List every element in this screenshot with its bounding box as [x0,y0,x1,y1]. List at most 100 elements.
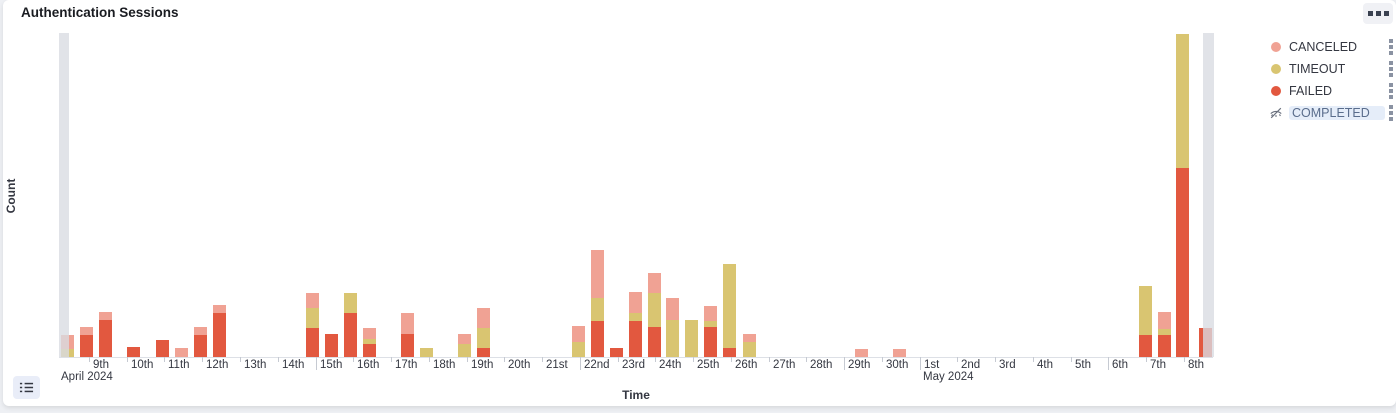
bar-segment-timeout[interactable] [591,298,604,321]
bar-segment-failed[interactable] [1139,335,1152,357]
bar-segment-failed[interactable] [213,313,226,357]
x-axis-tick-label: 15th [320,359,343,371]
x-axis-tick-label: 20th [508,359,531,371]
bar-segment-canceled[interactable] [194,327,207,335]
bar-segment-timeout[interactable] [1139,286,1152,335]
x-axis-tick-mark [353,357,354,362]
bar-segment-canceled[interactable] [213,305,226,313]
bar-segment-canceled[interactable] [648,273,661,293]
x-axis-tick-label: 25th [697,359,720,371]
bar-segment-failed[interactable] [401,334,414,357]
bar-segment-failed[interactable] [1176,168,1189,357]
bar-segment-canceled[interactable] [855,349,868,357]
x-axis-tick-label: 29th [848,359,871,371]
bar-segment-canceled[interactable] [629,292,642,313]
x-axis-tick-label: 22nd [584,359,610,371]
bar-segment-canceled[interactable] [704,306,717,321]
chart-plot-area: Count Time 9th 10th 11th 12th 13th 14th 15th 16… [3,0,1396,406]
bar-segment-canceled[interactable] [477,308,490,328]
bar-segment-canceled[interactable] [306,293,319,308]
x-axis-tick-label: 1st [924,359,940,371]
bar-segment-failed[interactable] [1158,335,1171,357]
bar-segment-canceled[interactable] [175,348,188,357]
bar-segment-failed[interactable] [127,347,140,357]
panel-options-button[interactable] [1363,3,1393,24]
bar-segment-failed[interactable] [610,348,623,357]
bar-segment-timeout[interactable] [363,339,376,344]
bar-segment-canceled[interactable] [401,313,414,334]
x-axis-tick-mark [240,357,241,362]
bar-segment-canceled[interactable] [666,298,679,320]
boxes-vertical-icon[interactable] [1389,61,1393,77]
bar-segment-canceled[interactable] [99,312,112,320]
bar-segment-failed[interactable] [156,340,169,357]
bar-segment-canceled[interactable] [363,328,376,339]
bar-segment-failed[interactable] [704,327,717,357]
legend-item-timeout[interactable]: TIMEOUT [1271,58,1393,80]
bar-segment-canceled[interactable] [572,326,585,342]
legend-item-failed[interactable]: FAILED [1271,80,1393,102]
bar-segment-failed[interactable] [306,328,319,357]
x-axis-title: Time [622,388,650,402]
x-axis-tick-label: 6th [1112,359,1128,371]
x-axis-tick-label: 30th [886,359,909,371]
x-axis-tick-mark [655,357,656,362]
x-axis-tick-mark [806,357,807,362]
legend-color-dot [1271,86,1281,96]
bar-segment-failed[interactable] [99,320,112,357]
bar-segment-timeout[interactable] [666,320,679,357]
bar-segment-failed[interactable] [194,335,207,357]
bar-segment-failed[interactable] [325,334,338,357]
bar-segment-timeout[interactable] [344,293,357,313]
authentication-sessions-panel: Authentication Sessions Count Time 9th 10… [3,0,1396,406]
x-axis-line [59,357,1213,358]
x-axis-tick-mark [995,357,996,362]
bar-segment-failed[interactable] [477,348,490,357]
bar-segment-canceled[interactable] [743,334,756,342]
bar-segment-canceled[interactable] [458,334,471,344]
bar-segment-canceled[interactable] [1158,312,1171,329]
y-axis-title: Count [4,178,18,214]
bar-segment-timeout[interactable] [1158,329,1171,335]
x-axis-tick-label: 27th [773,359,796,371]
boxes-horizontal-icon [1375,11,1381,16]
legend-item-label: TIMEOUT [1289,62,1346,76]
bar-segment-timeout[interactable] [685,320,698,357]
bar-segment-timeout[interactable] [458,344,471,357]
boxes-vertical-icon[interactable] [1389,39,1393,55]
bar-segment-timeout[interactable] [704,321,717,327]
bar-segment-canceled[interactable] [591,250,604,298]
bar-segment-failed[interactable] [591,321,604,357]
boxes-vertical-icon[interactable] [1389,83,1393,99]
bar-segment-failed[interactable] [80,335,93,357]
bar-segment-timeout[interactable] [723,264,736,348]
list-icon [19,382,34,393]
x-axis-month-label: April 2024 [61,371,113,383]
x-axis-tick-mark [882,357,883,362]
partial-bucket-marker [59,33,69,357]
legend-item-canceled[interactable]: CANCELED [1271,36,1393,58]
boxes-horizontal-icon [1383,11,1389,16]
bar-segment-timeout[interactable] [1176,34,1189,168]
legend-color-dot [1271,42,1281,52]
bar-segment-failed[interactable] [629,321,642,357]
bar-segment-canceled[interactable] [893,349,906,357]
bar-segment-canceled[interactable] [80,327,93,335]
legend-toggle-button[interactable] [13,376,40,399]
bar-segment-failed[interactable] [723,348,736,357]
legend-item-completed[interactable]: COMPLETED [1270,102,1393,124]
bar-segment-timeout[interactable] [572,342,585,357]
bar-segment-timeout[interactable] [420,348,433,357]
x-axis-tick-mark [1184,357,1185,362]
bar-segment-failed[interactable] [648,327,661,357]
bar-segment-timeout[interactable] [306,308,319,328]
bar-segment-timeout[interactable] [629,313,642,321]
boxes-vertical-icon[interactable] [1389,105,1393,121]
bar-segment-failed[interactable] [344,313,357,357]
bar-segment-timeout[interactable] [648,293,661,327]
x-axis-tick-mark [127,357,128,362]
bar-segment-timeout[interactable] [477,328,490,348]
bar-segment-failed[interactable] [363,344,376,357]
x-axis-tick-label: 16th [357,359,380,371]
bar-segment-timeout[interactable] [743,342,756,357]
